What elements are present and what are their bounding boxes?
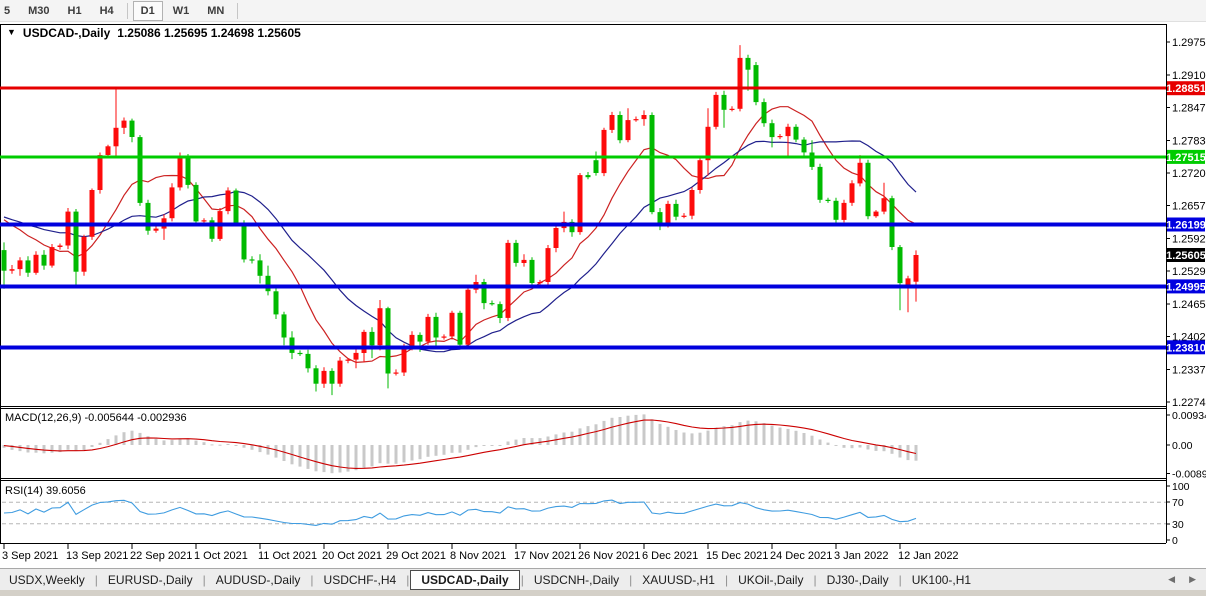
- chart-symbol-label: USDCAD-,Daily: [22, 26, 111, 40]
- tab-eurusd-daily[interactable]: EURUSD-,Daily: [107, 572, 193, 587]
- tab-divider: |: [724, 572, 729, 587]
- tab-scroll-right-icon[interactable]: ▶: [1189, 574, 1196, 584]
- macd-panel: [2, 414, 918, 474]
- svg-text:1.27515: 1.27515: [1166, 152, 1206, 164]
- rsi-line: [3, 499, 917, 526]
- macd-indicator-label: MACD(12,26,9) -0.005644 -0.002936: [5, 412, 187, 424]
- bottom-strip: [0, 590, 1206, 596]
- tab-divider: |: [898, 572, 902, 587]
- tab-divider: |: [94, 572, 98, 587]
- tab-divider: |: [310, 572, 314, 587]
- price-marker-1.23810: [1167, 340, 1205, 355]
- date-label: 20 Oct 2021: [322, 550, 382, 562]
- timeframe-button-5[interactable]: 5: [4, 4, 11, 17]
- date-label: 3 Sep 2021: [2, 550, 58, 562]
- timeframe-button-mn[interactable]: MN: [207, 4, 225, 17]
- svg-text:0.00: 0.00: [1172, 440, 1193, 452]
- tab-usdcnh-daily[interactable]: USDCNH-,Daily: [533, 572, 620, 587]
- timeframe-button-m30[interactable]: M30: [28, 4, 50, 17]
- price-axis: 1.29750 1.29105 1.28475 1.27830 1.27200 1.265…: [1166, 37, 1206, 547]
- timeframe-toolbar: 5 M30 H1 H4 D1 W1 MN: [0, 0, 1206, 22]
- date-label: 22 Sep 2021: [130, 550, 192, 562]
- date-label: 29 Oct 2021: [386, 550, 446, 562]
- tab-ukoil-daily[interactable]: UKOil-,Daily: [738, 572, 804, 587]
- rsi-panel: [2, 499, 1166, 526]
- tab-uk100-h1[interactable]: UK100-,H1: [911, 572, 972, 587]
- date-label: 1 Oct 2021: [194, 550, 248, 562]
- date-label: 26 Nov 2021: [578, 550, 640, 562]
- date-label: 17 Nov 2021: [514, 550, 576, 562]
- date-label: 6 Dec 2021: [642, 550, 698, 562]
- tab-xauusd-h1[interactable]: XAUUSD-,H1: [642, 572, 715, 587]
- tab-usdchf-h4[interactable]: USDCHF-,H4: [323, 572, 397, 587]
- tab-scroll-arrows: ◀ ▶: [1168, 574, 1196, 585]
- timeframe-button-h4[interactable]: H4: [99, 4, 114, 17]
- date-axis: 3 Sep 2021 13 Sep 2021 22 Sep 2021 1 Oct 20…: [2, 544, 959, 562]
- chart-ohlc-values: 1.25086 1.25695 1.24698 1.25605: [117, 26, 301, 40]
- svg-text:-0.008903: -0.008903: [1172, 469, 1206, 481]
- svg-text:100: 100: [1172, 481, 1190, 493]
- svg-text:1.24995: 1.24995: [1166, 281, 1206, 293]
- tab-divider: |: [629, 572, 633, 587]
- svg-text:1.29750: 1.29750: [1172, 37, 1206, 49]
- svg-text:1.26570: 1.26570: [1172, 200, 1206, 212]
- svg-text:1.25925: 1.25925: [1172, 234, 1206, 246]
- tab-audusd-daily[interactable]: AUDUSD-,Daily: [215, 572, 301, 587]
- svg-text:0: 0: [1172, 535, 1178, 547]
- price-marker-1.24995: [1167, 279, 1205, 294]
- svg-text:1.26199: 1.26199: [1166, 220, 1206, 232]
- price-marker-1.25605: [1167, 248, 1205, 262]
- date-label: 24 Dec 2021: [770, 550, 832, 562]
- date-label: 15 Dec 2021: [706, 550, 768, 562]
- tab-usdx-weekly[interactable]: USDX,Weekly: [9, 572, 85, 587]
- chart-dropdown-icon[interactable]: ▼: [7, 27, 16, 37]
- svg-text:1.22745: 1.22745: [1172, 397, 1206, 409]
- timeframe-button-d1[interactable]: D1: [132, 0, 163, 21]
- svg-text:1.28475: 1.28475: [1172, 103, 1206, 115]
- tab-scroll-left-icon[interactable]: ◀: [1168, 574, 1176, 584]
- rsi-indicator-label: RSI(14) 39.6056: [5, 485, 86, 497]
- svg-text:0.009345: 0.009345: [1172, 410, 1206, 422]
- tab-divider: |: [406, 572, 410, 587]
- chart-area[interactable]: 1.29750 1.29105 1.28475 1.27830 1.27200 1.265…: [0, 22, 1206, 568]
- date-label: 3 Jan 2022: [834, 550, 888, 562]
- tab-usdcad-daily[interactable]: USDCAD-,Daily: [410, 569, 520, 590]
- svg-text:1.27830: 1.27830: [1172, 136, 1206, 148]
- svg-text:1.29105: 1.29105: [1172, 70, 1206, 82]
- svg-text:1.25605: 1.25605: [1166, 250, 1206, 262]
- timeframe-button-h1[interactable]: H1: [67, 4, 82, 17]
- svg-text:1.25295: 1.25295: [1172, 266, 1206, 278]
- svg-text:1.23810: 1.23810: [1166, 342, 1206, 354]
- svg-text:70: 70: [1172, 497, 1184, 509]
- date-label: 11 Oct 2021: [258, 550, 317, 562]
- price-marker-1.28851: [1167, 81, 1205, 96]
- date-label: 12 Jan 2022: [898, 550, 959, 562]
- svg-text:1.27200: 1.27200: [1172, 168, 1206, 180]
- tab-divider: |: [520, 572, 524, 587]
- price-chart-svg[interactable]: 1.29750 1.29105 1.28475 1.27830 1.27200 1.265…: [0, 22, 1206, 568]
- chart-title: ▼ USDCAD-,Daily 1.25086 1.25695 1.24698 …: [7, 26, 301, 40]
- svg-text:30: 30: [1172, 519, 1184, 531]
- date-label: 13 Sep 2021: [66, 550, 128, 562]
- macd-signal-line: [3, 419, 917, 469]
- svg-text:1.23375: 1.23375: [1172, 365, 1206, 377]
- date-label: 8 Nov 2021: [450, 550, 506, 562]
- tab-divider: |: [813, 572, 817, 587]
- price-marker-1.27515: [1167, 149, 1205, 164]
- panel-borders: [0, 22, 1206, 568]
- svg-text:1.24650: 1.24650: [1172, 299, 1206, 311]
- price-marker-1.26199: [1167, 217, 1205, 232]
- toolbar-divider: [237, 2, 239, 19]
- chart-tabs-bar: USDX,Weekly | EURUSD-,Daily | AUDUSD-,Daily |…: [0, 568, 1206, 590]
- toolbar-divider: [126, 2, 128, 19]
- tab-dj30-daily[interactable]: DJ30-,Daily: [826, 572, 889, 587]
- tab-divider: |: [202, 572, 206, 587]
- svg-text:1.28851: 1.28851: [1166, 83, 1206, 95]
- horizontal-level-lines: [0, 86, 1166, 350]
- timeframe-button-w1[interactable]: W1: [172, 4, 190, 17]
